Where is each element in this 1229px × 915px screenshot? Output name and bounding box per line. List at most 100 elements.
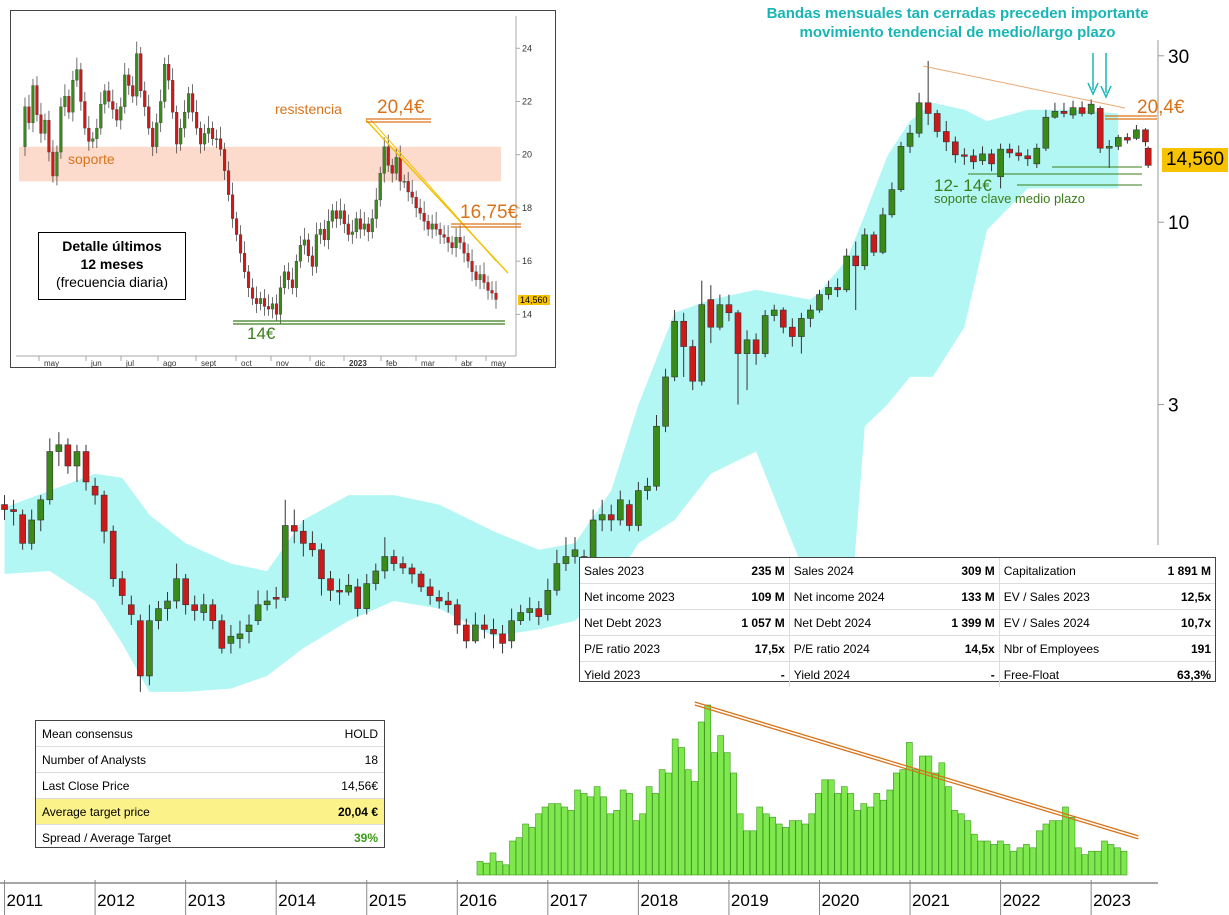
candle-body [82, 451, 90, 483]
x-tick-label: 2012 [97, 891, 135, 910]
x-tick-label: 2021 [912, 891, 950, 910]
volume-bar [723, 752, 731, 876]
inset-candle-body [254, 298, 259, 304]
inset-candle-body [167, 64, 171, 81]
candle-body [10, 509, 17, 512]
volume-bar [827, 779, 835, 876]
inset-candle-body [454, 237, 458, 249]
volume-bars [476, 704, 1128, 876]
inset-candle-body [207, 127, 211, 134]
fundamentals-value: 235 M [717, 558, 790, 584]
inset-candle-body [242, 253, 247, 272]
inset-candle-body [159, 101, 163, 123]
x-tick-label: 2020 [821, 891, 859, 910]
candle-body [607, 514, 615, 521]
x-tick-label: 2014 [278, 891, 316, 910]
fundamentals-value: 14,5x [927, 635, 1000, 662]
consensus-value: 18 [290, 746, 384, 773]
consensus-value: 14,56€ [290, 772, 384, 799]
volume-bar [522, 823, 529, 876]
volume-bar [476, 861, 484, 876]
candle-body [91, 485, 99, 496]
inset-x-tick-label: jul [125, 359, 134, 367]
candle-body [906, 132, 914, 147]
candle-body [770, 309, 778, 316]
consensus-value: 20,04 € [290, 798, 384, 825]
fundamentals-row: Sales 2023 235 M Sales 2024 309 M Capitaliza… [580, 558, 1215, 584]
inset-candle-body [87, 127, 91, 142]
inset-candle-body [450, 242, 454, 249]
inset-candle-body [171, 80, 175, 113]
fundamentals-value: - [717, 661, 790, 687]
volume-bar [736, 813, 744, 876]
volume-bar [834, 793, 842, 876]
candle-body [779, 309, 787, 328]
chart-axes: 3010312011201220132014201520162017201820… [0, 40, 1189, 915]
candle-body [1015, 152, 1023, 157]
candle-body [19, 514, 26, 544]
fundamentals-label: Net income 2023 [580, 583, 718, 610]
volume-bar [1101, 840, 1108, 876]
inset-candle-body [91, 138, 95, 142]
band-note: Bandas mensuales tan cerradas preceden i… [766, 5, 1149, 41]
candle-body [798, 318, 805, 337]
candle-body [508, 620, 515, 642]
fundamentals-value: - [927, 661, 1000, 687]
volume-bar [769, 816, 777, 876]
candle-body [1124, 137, 1131, 141]
volume-bar [1114, 847, 1121, 876]
consensus-value: HOLD [290, 721, 384, 747]
candle-body [55, 444, 63, 452]
arrow-1 [1087, 53, 1099, 96]
candle-body [481, 624, 488, 630]
candle-body [472, 624, 479, 642]
candle-body [191, 604, 198, 611]
candle-body [698, 304, 706, 382]
inset-x-tick-label: 2023 [349, 359, 367, 367]
inset-candle-body [278, 287, 283, 315]
inset-candle-body [470, 261, 474, 272]
volume-bar [893, 772, 900, 876]
candle-body [716, 304, 724, 328]
candle-body [1144, 147, 1152, 166]
fundamentals-label: EV / Sales 2023 [999, 583, 1144, 610]
inset-candle-body [298, 245, 302, 262]
candle-body [200, 604, 208, 613]
inset-x-tick-label: may [491, 359, 506, 367]
candle-body [245, 624, 253, 632]
candle-body [952, 141, 959, 156]
volume-bar [847, 793, 855, 876]
inset-candle-body [83, 101, 87, 129]
inset-candle-body [302, 239, 306, 246]
inset-candle-body [47, 119, 51, 153]
candle-body [164, 600, 171, 609]
x-tick-label: 2016 [459, 891, 497, 910]
inset-candle-body [123, 74, 127, 107]
current-price-tag: 14,560 [1162, 148, 1229, 172]
candle-body [535, 608, 543, 617]
band-area [4, 102, 1119, 692]
candle-body [499, 633, 506, 644]
volume-bar [496, 861, 503, 876]
volume-bar [619, 789, 627, 876]
candle-body [1115, 137, 1122, 147]
inset-candle-body [155, 122, 159, 147]
volume-bar [1036, 830, 1043, 876]
inset-candle-body [326, 221, 330, 241]
inset-daily-chart: 24 22 20 18 16 14 may jun jul ago sept oct nov dic 202… [10, 10, 556, 368]
bollinger-band [4, 102, 1119, 692]
inset-candle-body [338, 210, 342, 219]
volume-bar [613, 810, 620, 876]
candle-body [970, 155, 977, 163]
volume-bar [1016, 847, 1024, 876]
fundamentals-value: 63,3% [1176, 667, 1211, 682]
x-tick-label: 2022 [1003, 891, 1041, 910]
volume-bar [678, 747, 685, 876]
support-text: soporte [68, 151, 115, 167]
inset-candle-body [266, 306, 271, 310]
inset-candle-body [195, 111, 199, 129]
candle-body [435, 597, 443, 602]
fundamentals-row: P/E ratio 2023 17,5x P/E ratio 2024 14,5x Nb… [580, 635, 1215, 662]
inset-candle-body [55, 151, 59, 177]
inset-candle-body [294, 261, 298, 288]
